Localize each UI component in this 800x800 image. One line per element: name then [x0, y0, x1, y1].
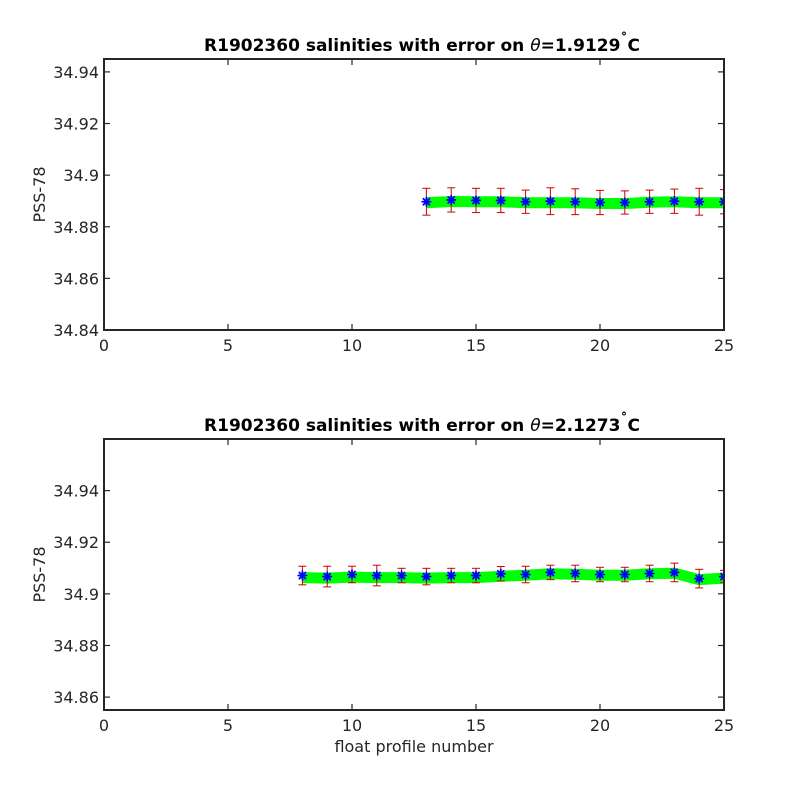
- y-tick-label: 34.88: [53, 636, 99, 655]
- data-point-marker: [644, 568, 655, 579]
- data-point-marker: [570, 196, 581, 207]
- y-tick-label: 34.86: [53, 269, 99, 288]
- axes-box: [103, 438, 725, 711]
- data-point-marker: [520, 196, 531, 207]
- y-tick-label: 34.92: [53, 533, 99, 552]
- data-point-marker: [594, 197, 606, 208]
- data-layer: [297, 562, 724, 589]
- data-point-marker: [545, 567, 556, 578]
- chart-title-prefix: R1902360 salinities with error on: [204, 36, 530, 56]
- chart-title: R1902360 salinities with error on θ=1.91…: [204, 31, 640, 56]
- data-point-marker: [421, 196, 432, 207]
- data-point-marker: [297, 570, 308, 581]
- x-tick-label: 10: [342, 336, 362, 355]
- x-tick-label: 20: [590, 336, 610, 355]
- chart-title: R1902360 salinities with error on θ=2.12…: [204, 411, 640, 436]
- x-tick-label: 15: [466, 716, 486, 735]
- y-axis-label: PSS-78: [30, 546, 49, 602]
- chart-title-value: =1.9129: [541, 36, 621, 56]
- data-point-marker: [718, 571, 724, 582]
- data-point-marker: [644, 196, 655, 207]
- y-tick-label: 34.94: [53, 482, 99, 501]
- chart-title-degree: ˚: [620, 411, 627, 428]
- x-axis-label: float profile number: [334, 737, 494, 756]
- data-point-marker: [421, 571, 432, 582]
- y-tick-label: 34.9: [63, 166, 99, 185]
- chart-title-theta: θ: [530, 36, 541, 56]
- data-point-marker: [346, 569, 358, 580]
- x-tick-label: 25: [714, 336, 734, 355]
- chart-title-degree: ˚: [620, 31, 627, 48]
- salinity-line: [302, 567, 724, 586]
- data-point-marker: [545, 196, 556, 207]
- data-point-marker: [495, 568, 506, 579]
- error-bar: [720, 569, 724, 584]
- y-tick-label: 34.9: [63, 585, 99, 604]
- data-point-marker: [446, 194, 457, 206]
- data-point-marker: [446, 570, 457, 581]
- chart-title-theta: θ: [530, 416, 541, 436]
- data-point-marker: [718, 196, 724, 207]
- data-point-marker: [396, 570, 407, 581]
- chart-1: 0 5 10 15 20 25 34.84 34.86 34.88 34.9 34.92 34.94 R…: [30, 31, 734, 355]
- data-point-marker: [694, 196, 705, 207]
- chart-2: 0 5 10 15 20 25 34.86 34.88 34.9 34.92 34.94 R19023…: [30, 411, 734, 756]
- x-tick-label: 10: [342, 716, 362, 735]
- y-tick-label: 34.88: [53, 218, 99, 237]
- y-axis-label: PSS-78: [30, 166, 49, 222]
- x-tick-label: 5: [223, 716, 233, 735]
- x-tick-label: 0: [99, 716, 109, 735]
- data-point-marker: [594, 569, 606, 580]
- chart-title-unit: C: [627, 416, 639, 436]
- x-tick-label: 15: [466, 336, 486, 355]
- data-point-marker: [694, 573, 705, 584]
- data-point-marker: [619, 197, 630, 208]
- data-layer: [421, 187, 724, 216]
- chart-title-value: =2.1273: [541, 416, 621, 436]
- data-point-marker: [371, 570, 382, 581]
- error-bar: [720, 189, 724, 215]
- axes-box: [103, 58, 725, 331]
- x-tick-label: 25: [714, 716, 734, 735]
- data-point-marker: [495, 195, 506, 206]
- data-point-marker: [619, 569, 630, 580]
- x-tick-label: 0: [99, 336, 109, 355]
- x-tick-label: 20: [590, 716, 610, 735]
- chart-title-unit: C: [627, 36, 639, 56]
- data-point-marker: [322, 571, 333, 582]
- y-tick-label: 34.84: [53, 321, 99, 340]
- data-point-marker: [669, 567, 680, 578]
- x-tick-label: 5: [223, 336, 233, 355]
- chart-title-prefix: R1902360 salinities with error on: [204, 416, 530, 436]
- data-point-marker: [570, 568, 581, 579]
- y-tick-label: 34.94: [53, 63, 99, 82]
- plot-area: [104, 59, 724, 330]
- data-point-marker: [470, 195, 482, 206]
- y-tick-label: 34.92: [53, 115, 99, 134]
- data-point-marker: [470, 570, 482, 581]
- data-point-marker: [669, 196, 680, 207]
- data-point-marker: [520, 569, 531, 580]
- y-tick-label: 34.86: [53, 688, 99, 707]
